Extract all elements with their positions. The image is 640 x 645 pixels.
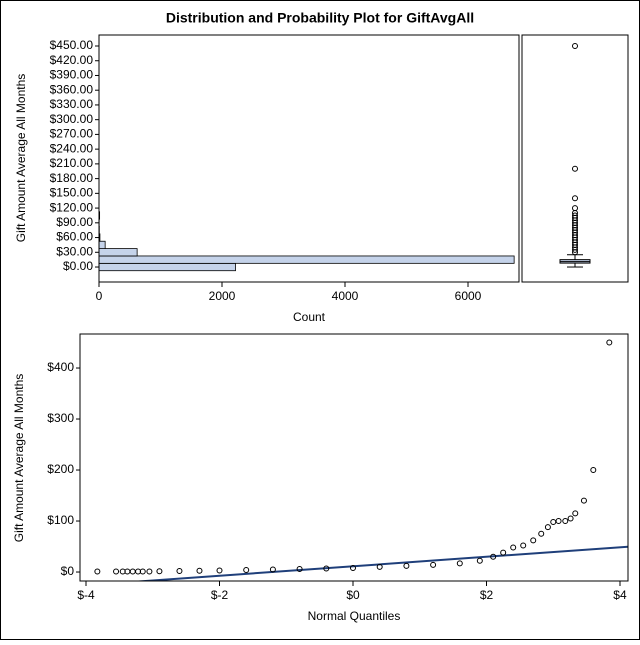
y-axis-title: Gift Amount Average All Months: [14, 74, 28, 243]
y-tick-label: $360.00: [50, 82, 94, 96]
bar: [99, 249, 137, 256]
y-tick-label: $0: [61, 564, 75, 578]
y-tick-label: $270.00: [50, 127, 94, 141]
y-tick-label: $150.00: [50, 186, 94, 200]
x-tick-label: $0: [346, 588, 360, 602]
bar: [99, 241, 105, 248]
y-tick-label: $210.00: [50, 156, 94, 170]
bar: [99, 263, 236, 270]
y-tick-label: $300.00: [50, 112, 94, 126]
x-tick-label: $-4: [77, 588, 95, 602]
y-tick-label: $30.00: [56, 244, 93, 258]
x-axis-title: Count: [293, 310, 326, 324]
x-tick-label: 4000: [332, 289, 359, 303]
y-tick-label: $420.00: [50, 53, 94, 67]
x-tick-label: 2000: [209, 289, 236, 303]
x-tick-label: 0: [96, 289, 103, 303]
x-tick-label: 6000: [455, 289, 482, 303]
chart-title: Distribution and Probability Plot for Gi…: [166, 10, 474, 26]
x-tick-label: $4: [613, 588, 627, 602]
y-tick-label: $100: [47, 513, 74, 527]
y-tick-label: $400: [47, 360, 74, 374]
x-tick-label: $-2: [211, 588, 229, 602]
y-tick-label: $180.00: [50, 171, 94, 185]
y-tick-label: $240.00: [50, 141, 94, 155]
bar: [99, 256, 514, 263]
y-tick-label: $390.00: [50, 68, 94, 82]
y-tick-label: $450.00: [50, 38, 94, 52]
y-tick-label: $90.00: [56, 215, 93, 229]
x-tick-label: $2: [480, 588, 494, 602]
y-tick-label: $60.00: [56, 230, 93, 244]
y-tick-label: $300: [47, 411, 74, 425]
y-tick-label: $0.00: [63, 259, 93, 273]
y-axis-title: Gift Amount Average All Months: [12, 374, 26, 543]
y-tick-label: $330.00: [50, 97, 94, 111]
y-tick-label: $120.00: [50, 200, 94, 214]
y-tick-label: $200: [47, 462, 74, 476]
x-axis-title: Normal Quantiles: [308, 609, 401, 623]
